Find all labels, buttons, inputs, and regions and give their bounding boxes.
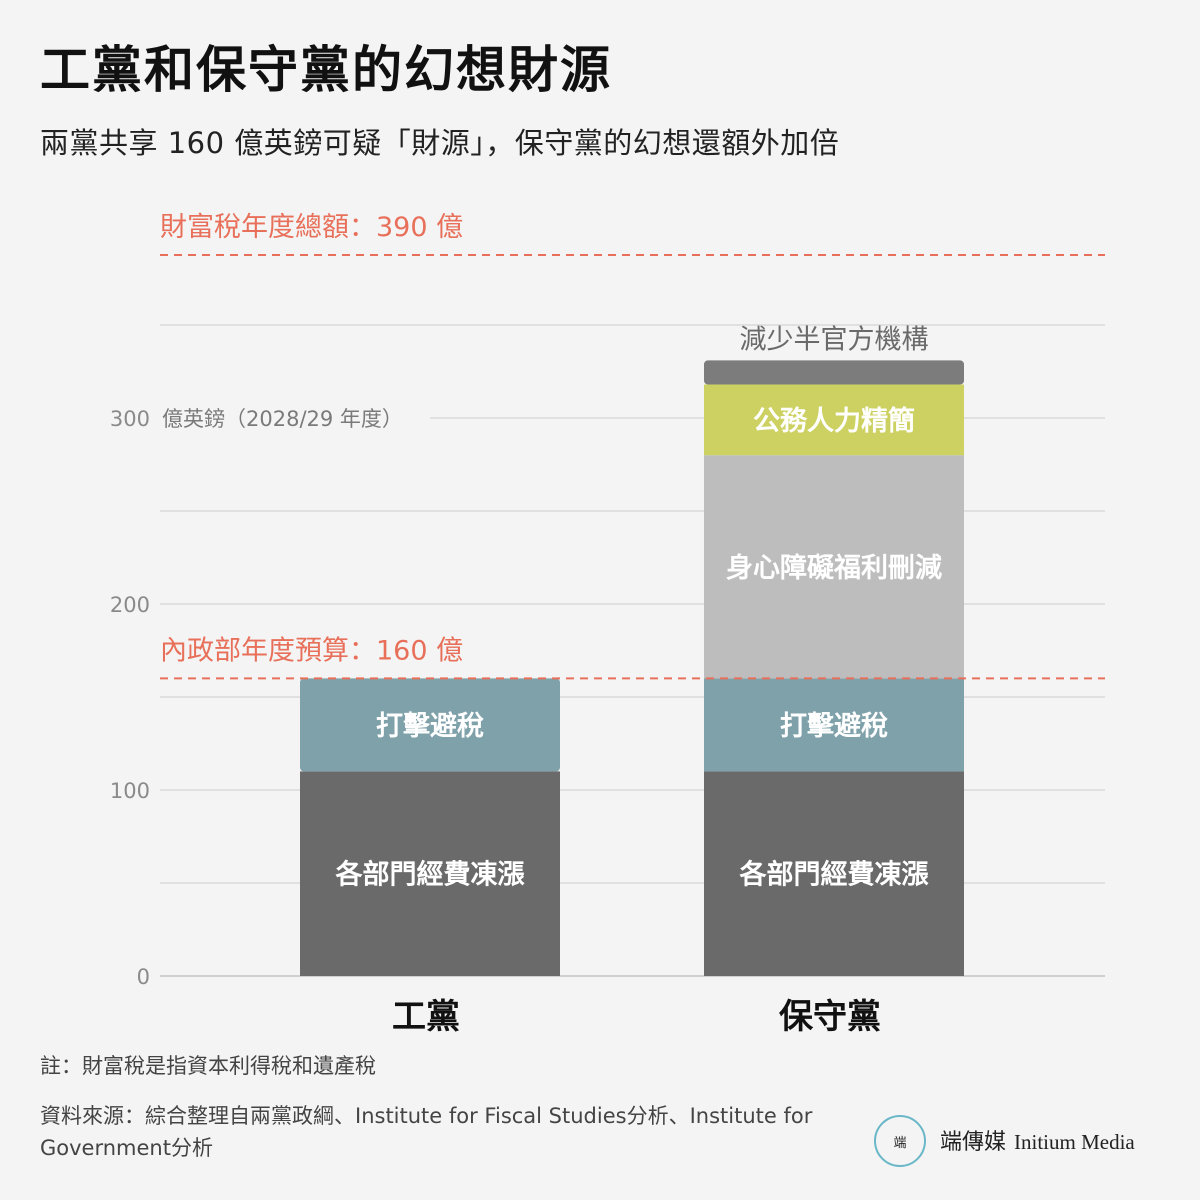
y-axis-label: 億英鎊（2028/29 年度） (162, 407, 403, 431)
x-category-label: 保守黨 (779, 997, 881, 1037)
bar-segment (704, 455, 964, 679)
bar-segment-label-above: 減少半官方機構 (740, 324, 929, 355)
bar-segment (704, 384, 964, 456)
bar-segment (704, 678, 964, 772)
bar-segment (300, 678, 560, 772)
y-tick-label: 100 (110, 779, 150, 803)
y-axis-label-background (158, 402, 430, 434)
bar-segment-label: 打擊避稅 (780, 710, 888, 742)
bar-segment (300, 771, 560, 976)
bar-segment-label: 各部門經費凍漲 (739, 859, 930, 891)
bar-segment-label: 各部門經費凍漲 (335, 859, 526, 891)
source-text: 資料來源：綜合整理自兩黨政綱、Institute for Fiscal Stud… (40, 1104, 813, 1160)
brand-name-zh: 端傳媒 (940, 1130, 1007, 1155)
chart-title: 工黨和保守黨的幻想財源 (40, 41, 612, 99)
reference-line-label: 財富稅年度總額：390 億 (160, 212, 463, 243)
y-tick-label: 200 (110, 593, 150, 617)
brand-name: 端傳媒 Initium Media (940, 1124, 1135, 1156)
y-tick-label: 0 (137, 965, 150, 989)
x-category-label: 工黨 (392, 997, 460, 1037)
brand-logo-icon: 端 (874, 1115, 926, 1167)
brand-name-en: Initium Media (1014, 1130, 1135, 1154)
reference-line-label: 內政部年度預算：160 億 (160, 635, 463, 666)
footnote: 註：財富稅是指資本利得稅和遺產稅 (40, 1054, 376, 1078)
bar-segment-label: 身心障礙福利刪減 (726, 552, 942, 584)
logo-glyph: 端 (893, 1135, 907, 1151)
bar-segment (704, 771, 964, 976)
bar-segment (704, 360, 964, 385)
y-tick-label: 300 (110, 407, 150, 431)
bar-segment-label: 公務人力精簡 (753, 405, 915, 437)
bar-segment-label: 打擊避稅 (376, 710, 484, 742)
chart-subtitle: 兩黨共享 160 億英鎊可疑「財源」，保守黨的幻想還額外加倍 (40, 126, 840, 160)
